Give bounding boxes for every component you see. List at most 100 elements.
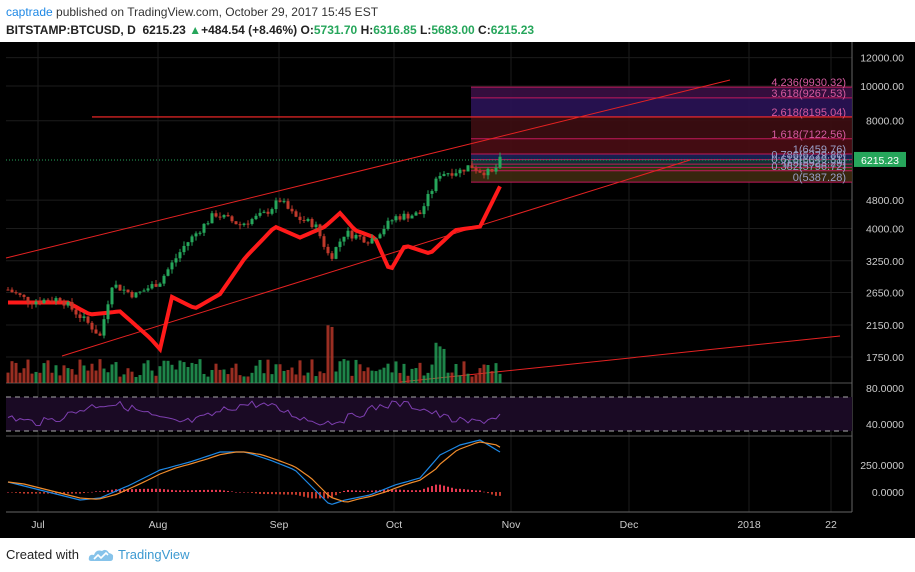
last-price: 6215.23 <box>142 23 186 37</box>
volume-bar <box>474 374 478 383</box>
candle-body <box>170 262 174 270</box>
volume-bar <box>142 363 146 383</box>
macd-histogram-bar <box>307 492 309 498</box>
volume-bar <box>162 360 166 383</box>
candle-body <box>54 298 58 302</box>
candle-body <box>458 169 462 174</box>
macd-histogram-bar <box>119 489 121 492</box>
volume-bar <box>302 375 306 383</box>
price-tick-label: 3250.00 <box>866 256 904 268</box>
publish-line: captrade published on TradingView.com, O… <box>6 5 378 19</box>
macd-histogram-bar <box>471 490 473 492</box>
open-value: 5731.70 <box>313 23 358 37</box>
volume-bar <box>194 364 198 383</box>
macd-histogram-bar <box>359 490 361 492</box>
fib-level-label: 4.236(9930.32) <box>771 77 846 89</box>
volume-bar <box>46 360 50 383</box>
price-chart[interactable]: 4.236(9930.32)3.618(9267.53) 2.618(8195.0… <box>0 42 915 538</box>
candle-body <box>134 292 138 298</box>
volume-bar <box>470 376 474 383</box>
volume-bar <box>82 365 86 383</box>
macd-histogram-bar <box>347 490 349 492</box>
candle-body <box>38 301 42 304</box>
open-label: O: <box>300 23 314 37</box>
volume-bar <box>238 375 242 383</box>
volume-bar <box>74 374 78 383</box>
candle-body <box>102 319 106 336</box>
fib-level-label: 0(5387.28) <box>793 172 846 184</box>
macd-histogram-bar <box>459 488 461 492</box>
candle-body <box>258 212 262 216</box>
volume-bar <box>414 368 418 383</box>
macd-histogram-bar <box>283 492 285 495</box>
macd-histogram-bar <box>435 484 437 492</box>
candle-body <box>430 191 434 194</box>
time-tick-label: Aug <box>149 519 168 531</box>
volume-bar <box>310 359 314 383</box>
volume-bar <box>18 372 22 383</box>
candle-body <box>22 294 26 297</box>
rsi-band <box>6 397 852 431</box>
macd-histogram-bar <box>431 486 433 492</box>
macd-histogram-bar <box>355 490 357 492</box>
volume-bar <box>62 365 66 383</box>
macd-histogram-bar <box>131 489 133 492</box>
volume-bar <box>494 363 498 383</box>
macd-histogram-bar <box>11 492 13 493</box>
candle-body <box>18 293 22 295</box>
volume-bar <box>386 363 390 383</box>
macd-histogram-bar <box>367 490 369 492</box>
candle-body <box>474 168 478 171</box>
volume-bar <box>54 365 58 383</box>
symbol-label: BITSTAMP:BTCUSD, D <box>6 23 136 37</box>
volume-bar <box>102 368 106 383</box>
volume-bar <box>198 359 202 383</box>
close-label: C: <box>478 23 491 37</box>
price-tick-label: 4800.00 <box>866 195 904 207</box>
macd-histogram-bar <box>23 492 25 494</box>
volume-bar <box>366 367 370 383</box>
candle-body <box>358 234 362 237</box>
volume-bar <box>298 360 302 383</box>
candle-body <box>386 220 390 229</box>
channel-upper-line <box>5 79 731 259</box>
macd-histogram-bar <box>287 492 289 495</box>
candle-body <box>294 211 298 217</box>
candle-body <box>298 216 302 221</box>
candle-body <box>114 284 118 288</box>
price-tick-label: 1750.00 <box>866 352 904 364</box>
volume-bar <box>170 364 174 383</box>
volume-bar <box>222 369 226 383</box>
tradingview-brand[interactable]: TradingView <box>118 547 190 562</box>
volume-bar <box>34 371 38 383</box>
fib-zone <box>471 170 852 183</box>
macd-histogram-bar <box>215 489 217 492</box>
candle-body <box>230 216 234 222</box>
fib-level-label: 2.618(8195.04) <box>771 107 846 119</box>
volume-bar <box>402 363 406 383</box>
candle-body <box>290 208 294 212</box>
time-tick-label: Nov <box>502 519 521 531</box>
macd-histogram-bar <box>111 489 113 492</box>
candle-body <box>318 224 322 237</box>
volume-bar <box>334 371 338 383</box>
macd-histogram-bar <box>331 492 333 498</box>
macd-histogram-bar <box>7 492 9 493</box>
rsi-tick-label: 40.0000 <box>866 419 904 431</box>
macd-histogram-bar <box>139 488 141 492</box>
macd-histogram-bar <box>203 489 205 492</box>
time-tick-label: 2018 <box>737 519 761 531</box>
created-with-text: Created with <box>6 547 79 562</box>
candle-body <box>274 200 278 210</box>
fib-zone <box>471 153 852 160</box>
rsi-line <box>7 400 501 427</box>
volume-bar <box>326 325 330 383</box>
volume-bar <box>110 364 114 383</box>
fib-zone <box>471 116 852 139</box>
candle-body <box>130 291 134 298</box>
macd-histogram-bar <box>143 488 145 492</box>
volume-bar <box>374 371 378 383</box>
author-link[interactable]: captrade <box>6 5 53 19</box>
candle-body <box>78 314 82 318</box>
macd-histogram-bar <box>291 492 293 495</box>
